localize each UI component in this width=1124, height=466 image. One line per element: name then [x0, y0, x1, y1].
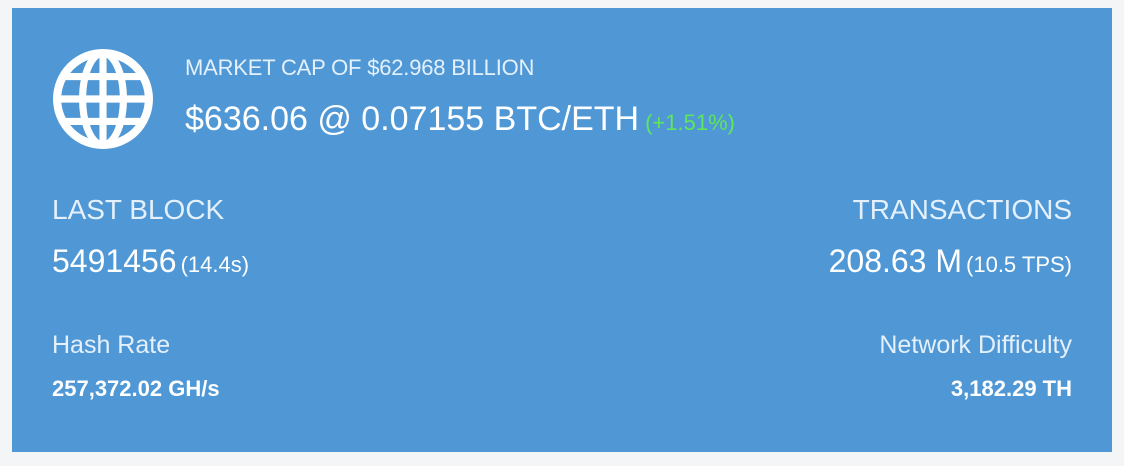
hash-rate-title: Hash Rate	[52, 331, 171, 359]
last-block-title: LAST BLOCK	[52, 194, 225, 225]
stats-card: MARKET CAP OF $62.968 BILLION $636.06 @ …	[12, 8, 1112, 452]
last-block-time: (14.4s)	[180, 252, 250, 277]
transactions-value-line: 208.63 M (10.5 TPS)	[829, 243, 1072, 280]
price-line: $636.06 @ 0.07155 BTC/ETH (+1.51%)	[185, 100, 735, 139]
network-difficulty-title: Network Difficulty	[879, 331, 1072, 359]
network-difficulty-value: 3,182.29 TH	[950, 376, 1072, 401]
price-value: $636.06 @ 0.07155 BTC/ETH	[185, 100, 640, 138]
transactions-value: 208.63 M	[828, 243, 963, 279]
transactions-tps: (10.5 TPS)	[966, 252, 1072, 277]
transactions-title: TRANSACTIONS	[852, 194, 1072, 225]
market-cap-label: MARKET CAP OF $62.968 BILLION	[185, 55, 535, 80]
last-block-value: 5491456	[52, 243, 177, 279]
price-change-badge: (+1.51%)	[645, 110, 735, 135]
globe-icon	[53, 49, 153, 149]
hash-rate-value: 257,372.02 GH/s	[52, 376, 220, 401]
last-block-value-line: 5491456 (14.4s)	[52, 243, 249, 280]
